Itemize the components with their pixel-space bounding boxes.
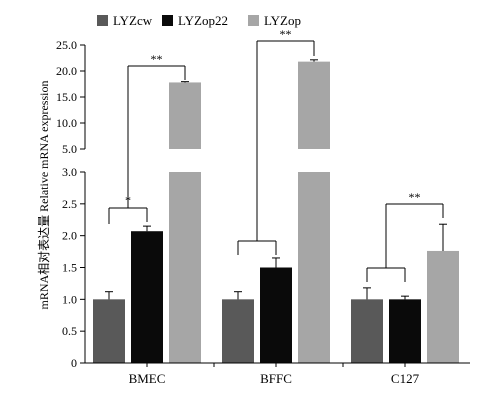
y-tick-label: 0 [71, 356, 77, 370]
y-tick-label: 1.0 [62, 292, 77, 306]
y-axis-label: mRNA相对表达量 Relative mRNA expression [37, 81, 51, 310]
y-tick-label: 15.0 [56, 90, 77, 104]
legend: LYZcw LYZop22 LYZop [97, 13, 301, 28]
x-tick-label-bffc: BFFC [260, 371, 292, 386]
significance-label: ** [280, 27, 292, 41]
bar-bffc-lyzop-upper [298, 61, 330, 149]
bar-bffc-lyzop22 [260, 267, 292, 363]
y-tick-label: 5.0 [62, 142, 77, 156]
bar-bffc-lyzop-lower [298, 172, 330, 363]
bar-bffc-lyzcw [222, 299, 254, 363]
bar-bmec-lyzop22 [131, 231, 163, 363]
legend-label-lyzop22: LYZop22 [178, 13, 228, 28]
significance-label: ** [151, 52, 163, 66]
significance-label: ** [409, 190, 421, 204]
y-tick-label: 25.0 [56, 38, 77, 52]
y-tick-label: 0.5 [62, 324, 77, 338]
bars [93, 59, 459, 363]
legend-swatch-lyzop22 [162, 15, 173, 26]
legend-swatch-lyzcw [97, 15, 108, 26]
y-tick-label: 1.5 [62, 261, 77, 275]
bar-c127-lyzop [427, 250, 459, 363]
y-tick-label: 2.0 [62, 229, 77, 243]
bar-bmec-lyzop-lower [169, 172, 201, 363]
y-tick-label: 20.0 [56, 64, 77, 78]
y-tick-label: 3.0 [62, 165, 77, 179]
axes: 0 0.5 1.0 1.5 2.0 2.5 3.0 5.0 10.0 15.0 20.0 25.0 BM… [56, 38, 470, 386]
y-tick-label: 2.5 [62, 197, 77, 211]
y-tick-label: 10.0 [56, 116, 77, 130]
bar-c127-lyzop22 [389, 299, 421, 363]
bar-c127-lyzcw [351, 299, 383, 363]
x-tick-label-bmec: BMEC [129, 371, 166, 386]
legend-label-lyzop: LYZop [264, 13, 301, 28]
legend-swatch-lyzop [248, 15, 259, 26]
x-tick-label-c127: C127 [391, 371, 420, 386]
bar-bmec-lyzcw [93, 299, 125, 363]
annotations: ******* [108, 27, 444, 282]
legend-label-lyzcw: LYZcw [113, 13, 153, 28]
bar-bmec-lyzop-upper [169, 82, 201, 149]
